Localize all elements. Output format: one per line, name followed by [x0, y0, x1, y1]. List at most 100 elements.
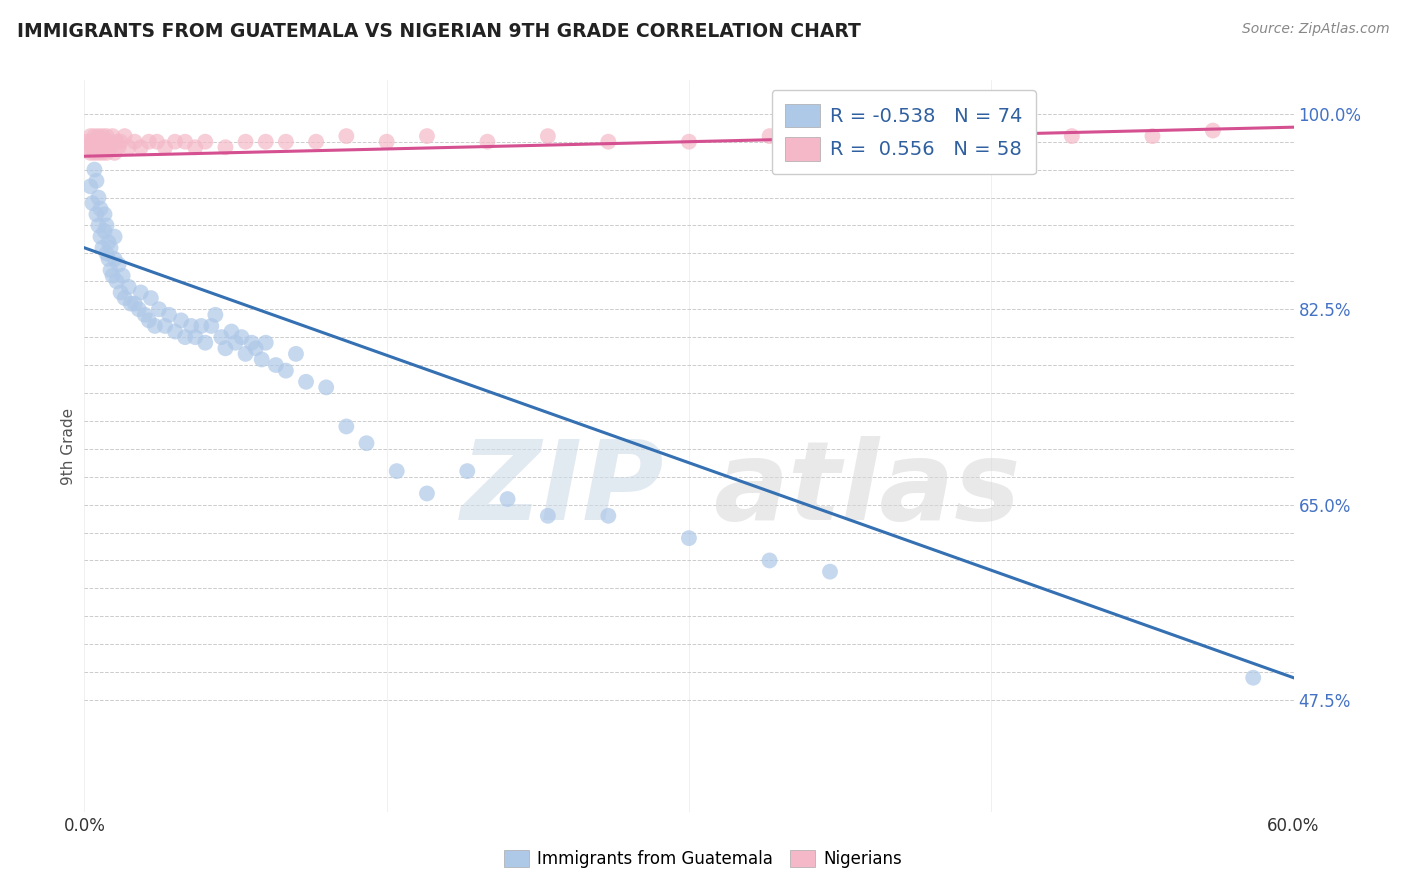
Point	[598, 135, 620, 149]
Point	[231, 330, 253, 344]
Point	[1060, 129, 1083, 144]
Text: atlas: atlas	[713, 436, 1021, 543]
Point	[274, 135, 297, 149]
Point	[134, 308, 156, 322]
Point	[315, 380, 337, 394]
Point	[110, 285, 132, 300]
Point	[91, 145, 114, 160]
Point	[87, 190, 110, 204]
Point	[157, 308, 180, 322]
Text: ZIP: ZIP	[461, 436, 665, 543]
Point	[82, 135, 104, 149]
Point	[111, 268, 134, 283]
Point	[79, 129, 101, 144]
Point	[93, 207, 115, 221]
Point	[818, 565, 841, 579]
Point	[79, 145, 101, 160]
Y-axis label: 9th Grade: 9th Grade	[60, 408, 76, 484]
Point	[170, 313, 193, 327]
Point	[100, 263, 122, 277]
Point	[89, 135, 111, 149]
Point	[1202, 123, 1225, 137]
Point	[225, 335, 247, 350]
Point	[385, 464, 408, 478]
Point	[264, 358, 287, 372]
Point	[375, 135, 398, 149]
Point	[89, 229, 111, 244]
Point	[93, 140, 115, 154]
Point	[83, 162, 105, 177]
Point	[148, 302, 170, 317]
Point	[93, 224, 115, 238]
Point	[114, 291, 136, 305]
Point	[153, 318, 176, 333]
Point	[107, 258, 129, 272]
Point	[129, 140, 152, 154]
Point	[89, 140, 111, 154]
Point	[107, 140, 129, 154]
Point	[114, 129, 136, 144]
Point	[209, 330, 232, 344]
Point	[174, 135, 197, 149]
Point	[104, 252, 127, 266]
Point	[274, 363, 297, 377]
Point	[101, 268, 124, 283]
Point	[79, 179, 101, 194]
Point	[86, 207, 108, 221]
Point	[285, 347, 308, 361]
Point	[496, 491, 519, 506]
Point	[105, 274, 128, 288]
Point	[235, 347, 257, 361]
Point	[416, 486, 439, 500]
Point	[254, 135, 277, 149]
Point	[93, 135, 115, 149]
Point	[128, 302, 150, 317]
Text: IMMIGRANTS FROM GUATEMALA VS NIGERIAN 9TH GRADE CORRELATION CHART: IMMIGRANTS FROM GUATEMALA VS NIGERIAN 9T…	[17, 22, 860, 41]
Point	[598, 508, 620, 523]
Point	[221, 325, 243, 339]
Point	[305, 135, 328, 149]
Point	[124, 296, 146, 310]
Point	[143, 318, 166, 333]
Point	[1241, 671, 1264, 685]
Point	[100, 241, 122, 255]
Point	[104, 229, 127, 244]
Point	[477, 135, 499, 149]
Point	[194, 335, 217, 350]
Point	[77, 140, 100, 154]
Point	[678, 135, 700, 149]
Point	[86, 135, 108, 149]
Point	[118, 280, 141, 294]
Point	[97, 235, 120, 250]
Point	[204, 308, 226, 322]
Point	[83, 129, 105, 144]
Legend: R = -0.538   N = 74, R =  0.556   N = 58: R = -0.538 N = 74, R = 0.556 N = 58	[772, 90, 1036, 175]
Point	[91, 241, 114, 255]
Point	[537, 129, 560, 144]
Point	[1142, 129, 1164, 144]
Point	[184, 140, 207, 154]
Point	[101, 129, 124, 144]
Point	[335, 419, 357, 434]
Point	[900, 129, 922, 144]
Point	[214, 140, 236, 154]
Point	[200, 318, 222, 333]
Point	[91, 129, 114, 144]
Point	[96, 145, 118, 160]
Point	[214, 341, 236, 355]
Point	[97, 252, 120, 266]
Legend: Immigrants from Guatemala, Nigerians: Immigrants from Guatemala, Nigerians	[498, 843, 908, 875]
Text: Source: ZipAtlas.com: Source: ZipAtlas.com	[1241, 22, 1389, 37]
Point	[110, 135, 132, 149]
Point	[416, 129, 439, 144]
Point	[758, 553, 780, 567]
Point	[174, 330, 197, 344]
Point	[118, 140, 141, 154]
Point	[537, 508, 560, 523]
Point	[235, 135, 257, 149]
Point	[335, 129, 357, 144]
Point	[104, 145, 127, 160]
Point	[87, 219, 110, 233]
Point	[356, 436, 378, 450]
Point	[82, 196, 104, 211]
